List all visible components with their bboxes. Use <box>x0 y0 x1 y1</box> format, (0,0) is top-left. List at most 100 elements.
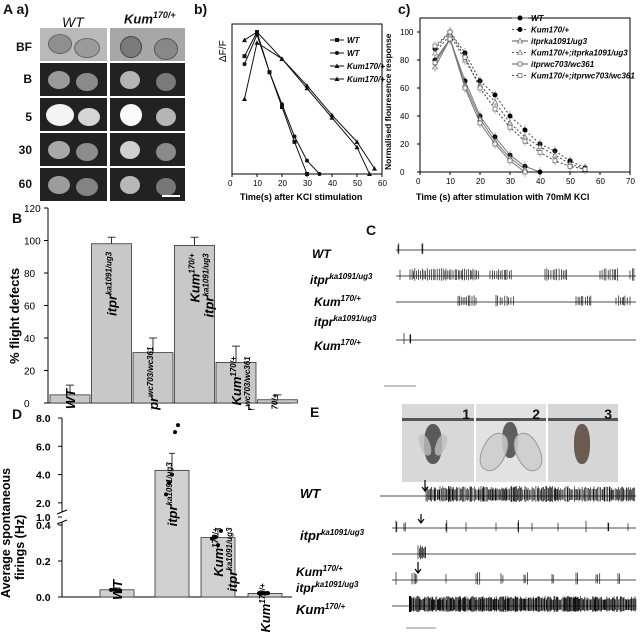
trace-E-label-kum-itpr-main: itpr <box>296 581 317 595</box>
chart-c-point <box>522 127 528 133</box>
chart-B-bar-label-main2: itpr <box>202 296 217 318</box>
trace-E-label-kum2-main: Kum <box>296 602 325 617</box>
chart-c-ytick-label: 20 <box>400 140 409 149</box>
chart-c-point <box>447 29 453 35</box>
panel-label-C: C <box>366 222 377 238</box>
chart-D-bar-label-main: WT <box>110 579 125 600</box>
chart-B-ytick-label: 0 <box>24 399 30 410</box>
chart-c-series-line <box>434 37 526 170</box>
chart-D-bar-label-2: itprka1091/ug3 <box>225 527 240 592</box>
chart-D-ytick-label: 0.2 <box>36 556 51 568</box>
row-label-b: B <box>23 72 32 86</box>
trace-C-wt-spikes <box>397 243 424 255</box>
chart-D-datapoint <box>257 591 261 596</box>
chart-b-point <box>267 70 272 75</box>
trace-E-itpr-2-spikes <box>417 545 426 560</box>
row-label-30: 30 <box>18 143 32 157</box>
chart-c-xtick-label: 0 <box>416 177 421 186</box>
chart-D-ytick-label: 1.0 <box>36 512 51 524</box>
chart-b-xlabel: Time(s) after KCl stimulation <box>240 192 362 202</box>
chart-b-point <box>280 102 284 107</box>
chart-B-ytick-label: 120 <box>24 204 41 215</box>
col-header-kum-main: Kum <box>124 11 153 27</box>
fly-photo-1: 1 <box>402 404 474 482</box>
chart-D-datapoint <box>266 591 270 596</box>
fly-photo-3-num: 3 <box>604 406 612 422</box>
chart-c-point <box>552 158 558 164</box>
chart-B-bar-label: Kum170/+ <box>229 356 244 405</box>
chart-D-axis-break <box>56 519 68 525</box>
fly-photo-2: 2 <box>476 404 546 482</box>
trace-C-itpr-spikes <box>399 268 635 281</box>
trace-E-label-kum2-sup: 170/+ <box>325 602 346 611</box>
micrograph-wt-b <box>40 63 107 96</box>
chart-b-point <box>317 172 322 176</box>
chart-B-bar-label-sup: 170/+ <box>271 393 280 410</box>
chart-b-xtick-label: 10 <box>253 179 262 188</box>
chart-B-ytick-label: 40 <box>24 334 36 345</box>
chart-B-bar-label: Kum170/+ <box>188 253 203 302</box>
chart-c-series-line <box>434 31 586 169</box>
chart-c: 0 10 20 30 40 50 60 70 0 20 40 60 80 100 WT Kum170/+ itp… <box>383 14 635 202</box>
panel-label-B: B <box>12 210 23 226</box>
chart-D-ytick-label: 8.0 <box>36 413 51 425</box>
chart-D-bar-label-sup: 170/+ <box>211 527 220 548</box>
chart-c-point <box>507 113 513 119</box>
chart-c-xlabel: Time (s) after stimulation with 70mM KCl <box>416 192 589 202</box>
chart-D-datapoint <box>213 535 217 540</box>
chart-b-point <box>254 40 260 45</box>
chart-B-bar-label: itprwc703/wc361 <box>146 346 161 410</box>
trace-C-label-kum-itpr-2: itprka1091/ug3 <box>314 314 377 329</box>
chart-b-xtick-label: 20 <box>278 179 287 188</box>
col-header-kum-sup: 170/+ <box>152 10 176 20</box>
chart-c-point <box>432 60 438 66</box>
chart-D-bar-label-main2: itpr <box>225 570 240 592</box>
chart-c-point <box>462 54 468 60</box>
trace-C-label-kum-main: Kum <box>314 295 341 309</box>
trace-E-label-kum-main: Kum <box>296 565 323 579</box>
chart-c-legend-marker <box>516 37 524 44</box>
chart-D-bar-label: itprka1091/ug3 <box>165 462 180 527</box>
chart-B-bar-label-main: itpr <box>146 396 161 410</box>
trace-C-label-kum-itpr-main: itpr <box>314 315 335 329</box>
chart-B-bar-label-2: itprwc703/wc361 <box>243 356 258 410</box>
chart-c-point <box>507 124 513 130</box>
chart-c-legend-marker <box>516 49 524 55</box>
chart-c-legend-marker <box>517 61 523 67</box>
trace-C-label-wt: WT <box>312 247 332 261</box>
chart-b-point <box>304 85 310 91</box>
chart-c-legend-label: Kum170/+;itprka1091/ug3 <box>531 49 628 58</box>
trace-E-itpr-spikes <box>395 520 629 533</box>
chart-b-point <box>354 139 360 144</box>
chart-b-point <box>292 134 297 139</box>
chart-D: 0.00.20.41.02.04.06.08.0WTitprka1091/ug3… <box>0 413 292 632</box>
chart-c-point <box>582 166 588 172</box>
chart-b-point <box>280 105 284 110</box>
chart-c-ytick-label: 40 <box>400 112 409 121</box>
chart-b-xtick-label: 30 <box>303 179 312 188</box>
trace-E-kum-itpr-spikes <box>395 572 620 585</box>
chart-c-point <box>522 138 528 144</box>
chart-D-datapoint <box>176 423 180 428</box>
chart-b-point <box>329 115 335 120</box>
chart-B-bar <box>91 243 132 404</box>
micrograph-kum-30 <box>110 133 185 166</box>
chart-b-legend-marker <box>335 51 339 55</box>
chart-D-ytick-label: 2.0 <box>36 498 51 510</box>
chart-B-bar-label-sup: 170/+ <box>188 253 197 274</box>
chart-D-bar-label: WT <box>110 579 125 600</box>
chart-c-point <box>492 106 498 112</box>
chart-b-point <box>242 62 247 67</box>
chart-D-datapoint <box>170 472 174 477</box>
chart-b-point <box>242 96 247 101</box>
micrograph-kum-5 <box>110 98 185 131</box>
micrograph-kum-b <box>110 63 185 96</box>
panel-label-b: b) <box>194 1 208 17</box>
trace-E-label-itpr-sup: ka1091/ug3 <box>321 528 365 537</box>
chart-B-bar-label-main2: itpr <box>243 406 258 410</box>
trace-E-label-kum-itpr-sup: ka1091/ug3 <box>315 580 359 589</box>
chart-c-legend-label: Kum170/+;itprwc703/wc361 <box>531 72 635 81</box>
panel-label-A: A a) <box>3 1 29 17</box>
trace-C-label-kum-sup: 170/+ <box>341 294 362 303</box>
chart-B-bar <box>215 361 257 404</box>
